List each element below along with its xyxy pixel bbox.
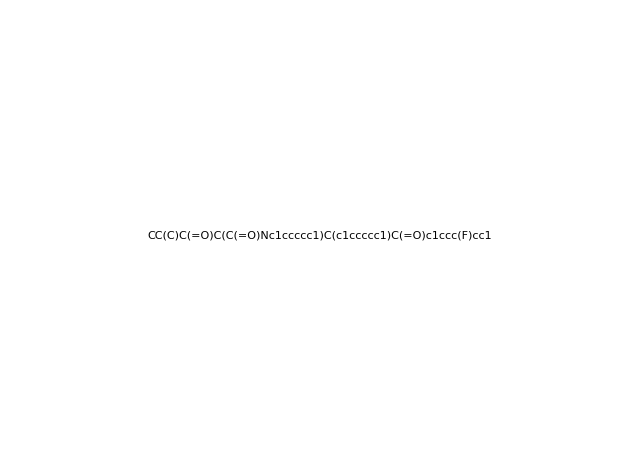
Text: CC(C)C(=O)C(C(=O)Nc1ccccc1)C(c1ccccc1)C(=O)c1ccc(F)cc1: CC(C)C(=O)C(C(=O)Nc1ccccc1)C(c1ccccc1)C(… (148, 230, 492, 240)
